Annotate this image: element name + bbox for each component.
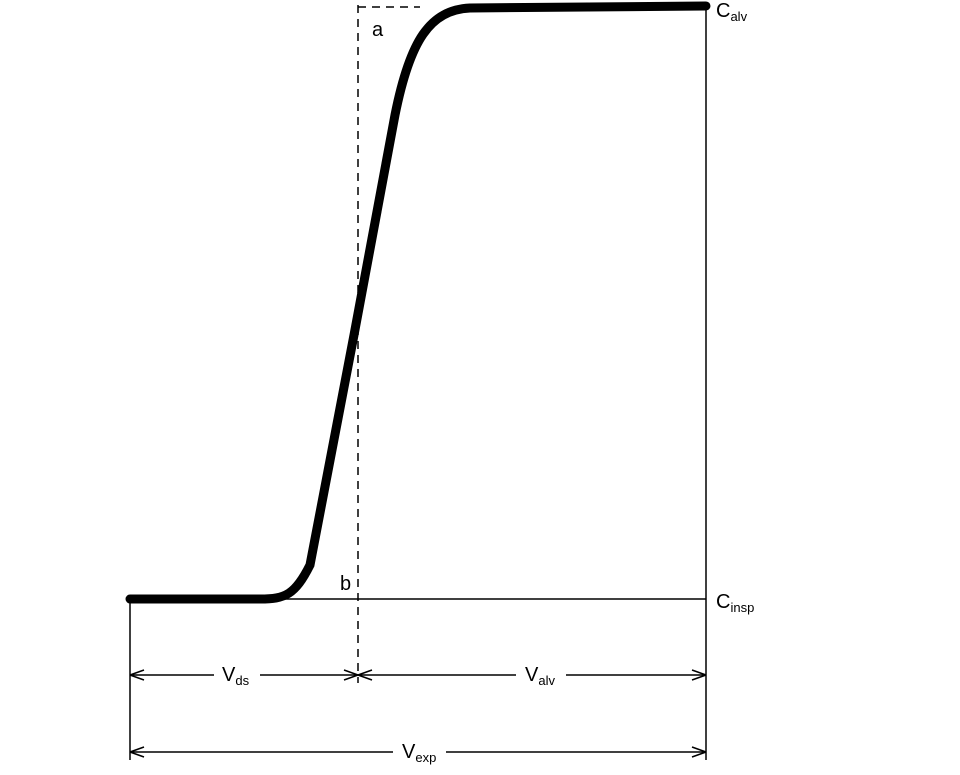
label-c-alv: Calv bbox=[716, 0, 748, 24]
label-c-insp: Cinsp bbox=[716, 591, 754, 615]
label-b: b bbox=[340, 573, 351, 595]
expirogram-curve bbox=[130, 6, 706, 599]
label-a: a bbox=[372, 19, 384, 41]
arrow-valv-label: Valv bbox=[525, 664, 555, 688]
arrow-vexp-label: Vexp bbox=[402, 741, 436, 765]
arrow-vds-label: Vds bbox=[222, 664, 250, 688]
